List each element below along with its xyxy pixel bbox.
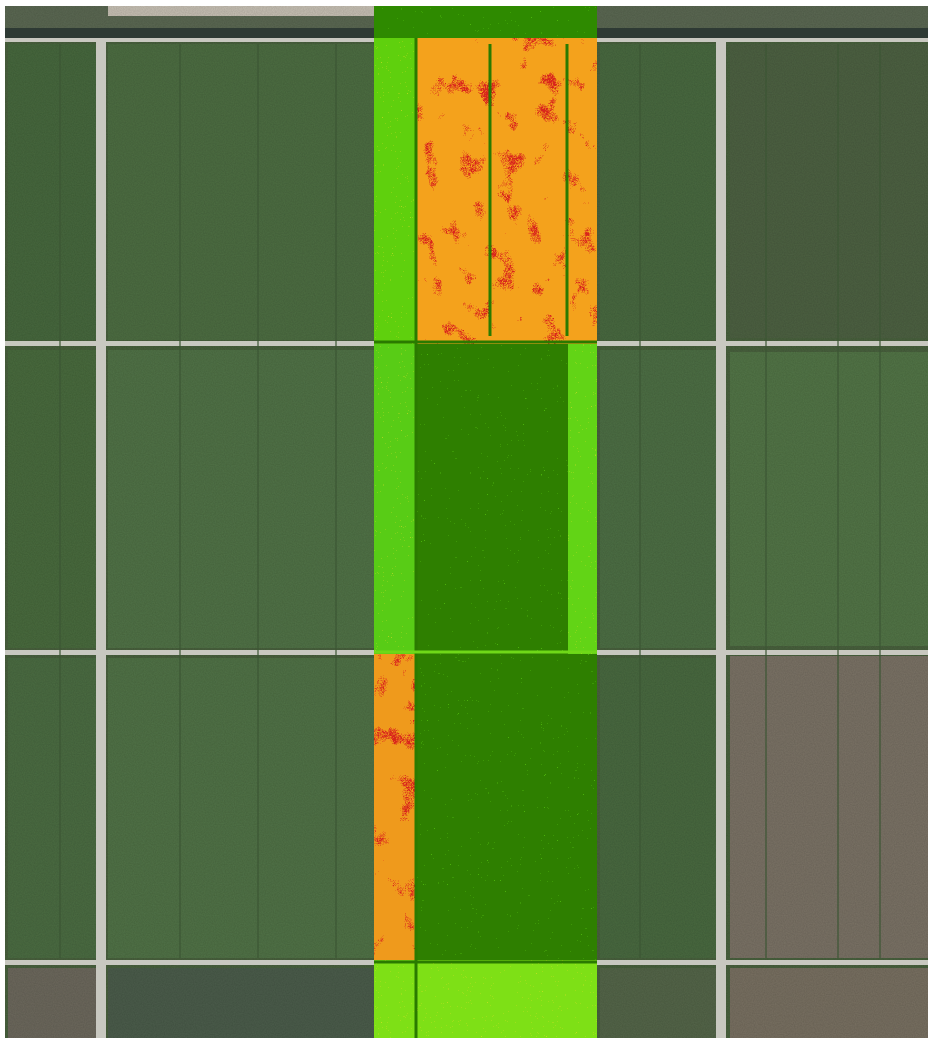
field [8, 44, 96, 340]
road [96, 38, 106, 1038]
index-overlay [374, 6, 597, 1038]
field-bare [730, 656, 928, 958]
field [108, 44, 374, 340]
field [108, 350, 374, 648]
aerial-map [0, 0, 928, 1038]
page: Aerial field view {} html, body { margin… [0, 0, 928, 1038]
overlay-zone [374, 344, 416, 654]
top-lot [108, 6, 374, 16]
field [600, 350, 716, 648]
overlay-zone-healthy [416, 344, 568, 654]
overlay-top [374, 6, 597, 38]
overlay-zone [374, 960, 597, 1038]
field [8, 968, 96, 1038]
field [108, 658, 374, 958]
overlay-zone-stressed [374, 654, 416, 960]
field [600, 44, 716, 340]
overlay-zone [568, 344, 597, 654]
field-bare [730, 968, 928, 1038]
field [108, 968, 374, 1038]
overlay-zone-healthy [416, 654, 597, 960]
field [600, 968, 716, 1038]
body [0, 0, 928, 1038]
field [8, 350, 96, 648]
overlay-zone [374, 38, 416, 344]
road [716, 38, 726, 1038]
field [8, 658, 96, 958]
field [730, 352, 928, 646]
field [600, 658, 716, 958]
field [730, 44, 928, 338]
overlay-zone-stressed [416, 38, 597, 344]
